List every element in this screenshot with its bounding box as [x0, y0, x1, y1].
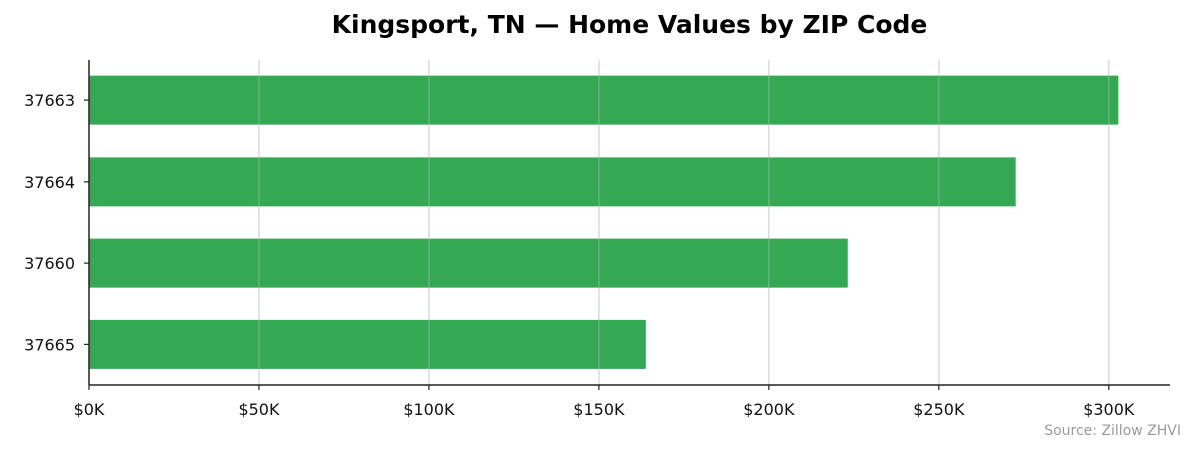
y-tick-label: 37665 [24, 335, 75, 354]
x-tick-label: $50K [238, 400, 280, 419]
x-tick-label: $300K [1083, 400, 1135, 419]
x-tick-label: $150K [573, 400, 625, 419]
y-tick-label: 37664 [24, 173, 75, 192]
bar-37660 [89, 238, 848, 288]
x-tick-label: $250K [913, 400, 965, 419]
bar-37663 [89, 75, 1119, 125]
chart-title: Kingsport, TN — Home Values by ZIP Code [331, 10, 928, 39]
source-note: Source: Zillow ZHVI [1044, 423, 1181, 439]
bar-37664 [89, 157, 1016, 207]
x-tick-label: $0K [74, 400, 105, 419]
y-tick-label: 37663 [24, 91, 75, 110]
x-tick-label: $100K [403, 400, 455, 419]
x-tick-label: $200K [743, 400, 795, 419]
y-tick-label: 37660 [24, 254, 75, 273]
bar-37665 [89, 319, 646, 369]
